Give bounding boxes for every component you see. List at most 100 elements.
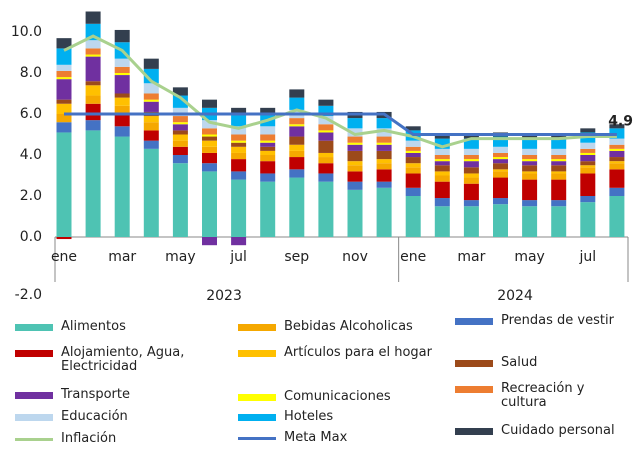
bar-segment xyxy=(231,152,247,160)
bar-segment xyxy=(114,105,130,114)
bar-segment xyxy=(493,171,508,178)
legend-item: Salud xyxy=(455,356,635,370)
bar-segment xyxy=(522,138,538,149)
bar-segment xyxy=(289,144,305,151)
bar-segment xyxy=(85,81,101,86)
legend-swatch xyxy=(238,324,276,331)
legend-item: Comunicaciones xyxy=(238,390,453,404)
bar-segment xyxy=(434,175,450,182)
bar-segment xyxy=(202,134,217,137)
bar-segment xyxy=(318,181,334,237)
bar-segment xyxy=(522,200,538,207)
bar-segment xyxy=(202,140,217,147)
bar-segment xyxy=(551,171,567,174)
x-tick-label: may xyxy=(165,249,196,265)
legend-swatch xyxy=(238,350,276,357)
bar-segment xyxy=(114,93,130,98)
bar-segment xyxy=(580,173,596,196)
bar-segment xyxy=(551,173,567,180)
legend-label: Salud xyxy=(501,355,538,370)
y-tick-label: 2.0 xyxy=(20,188,42,204)
bar-segment xyxy=(114,126,130,137)
bar-segment xyxy=(405,167,421,174)
bar-segment xyxy=(347,189,363,237)
bar-segment xyxy=(56,79,72,100)
bar-segment xyxy=(56,64,72,71)
bar-segment xyxy=(551,200,567,207)
bar-segment xyxy=(231,237,247,246)
bar-segment xyxy=(289,150,305,158)
bar-segment xyxy=(347,161,363,166)
bar-segment xyxy=(143,83,159,94)
bar-segment xyxy=(56,48,72,65)
bar-segment xyxy=(202,152,217,164)
bar-segment xyxy=(493,204,508,237)
bar-segment xyxy=(289,124,305,127)
bar-segment xyxy=(609,163,625,170)
bar-segment xyxy=(202,146,217,153)
bar-segment xyxy=(463,173,479,178)
legend-item: Hoteles xyxy=(238,410,453,424)
legend-label: Meta Max xyxy=(284,430,348,445)
bar-segment xyxy=(609,187,625,196)
legend-item: Recreación y cultura xyxy=(455,382,635,410)
bar-segment xyxy=(609,124,625,129)
bar-segment xyxy=(289,157,305,170)
bar-segment xyxy=(463,159,479,162)
bar-segment xyxy=(114,114,130,127)
bar-segment xyxy=(289,136,305,145)
y-tick-label: 0.0 xyxy=(20,229,42,245)
legend-item: Alimentos xyxy=(15,320,230,334)
bar-segment xyxy=(405,173,421,188)
bar-segment xyxy=(143,101,159,112)
bar-segment xyxy=(580,152,596,155)
bar-segment xyxy=(580,128,596,133)
bar-segment xyxy=(580,142,596,149)
y-tick-label: 6.0 xyxy=(20,106,42,122)
legend-label: Artículos para el hogar xyxy=(284,345,432,360)
legend-item: Inflación xyxy=(15,432,230,446)
bar-segment xyxy=(609,144,625,149)
bar-segment xyxy=(318,124,334,131)
bar-segment xyxy=(231,134,247,141)
bar-segment xyxy=(522,165,538,172)
bar-segment xyxy=(434,171,450,176)
bar-segment xyxy=(289,126,305,137)
bar-segment xyxy=(260,161,276,174)
bar-segment xyxy=(405,196,421,237)
legend-item: Educación xyxy=(15,410,230,424)
bar-segment xyxy=(172,87,188,96)
bar-segment xyxy=(609,138,625,145)
bar-segment xyxy=(376,150,392,160)
bar-segment xyxy=(143,116,159,123)
bar-segment xyxy=(347,118,363,129)
bar-segment xyxy=(85,23,101,41)
x-tick-label: mar xyxy=(108,249,136,265)
bar-segment xyxy=(493,198,508,205)
bar-segment xyxy=(231,107,247,114)
bar-segment xyxy=(434,206,450,237)
bar-segment xyxy=(376,144,392,151)
bar-segment xyxy=(376,128,392,137)
bar-segment xyxy=(172,122,188,125)
bar-segment xyxy=(580,148,596,153)
legend-label: Bebidas Alcoholicas xyxy=(284,319,413,334)
bar-segment xyxy=(405,157,421,164)
bar-segment xyxy=(260,181,276,237)
bar-segment xyxy=(376,136,392,143)
bar-segment xyxy=(434,134,450,139)
bar-segment xyxy=(231,114,247,127)
line-series xyxy=(64,112,617,136)
legend-swatch xyxy=(15,350,53,357)
bar-segment xyxy=(56,77,72,80)
bar-segment xyxy=(260,146,276,151)
bar-segment xyxy=(376,142,392,145)
bar-segment xyxy=(493,159,508,164)
legend-swatch xyxy=(455,428,493,435)
x-tick-label: mar xyxy=(457,249,485,265)
y-tick-label: 4.0 xyxy=(20,147,42,163)
bar-segment xyxy=(522,155,538,160)
bar-segment xyxy=(376,163,392,170)
bar-segment xyxy=(551,206,567,237)
legend-swatch xyxy=(455,318,493,325)
